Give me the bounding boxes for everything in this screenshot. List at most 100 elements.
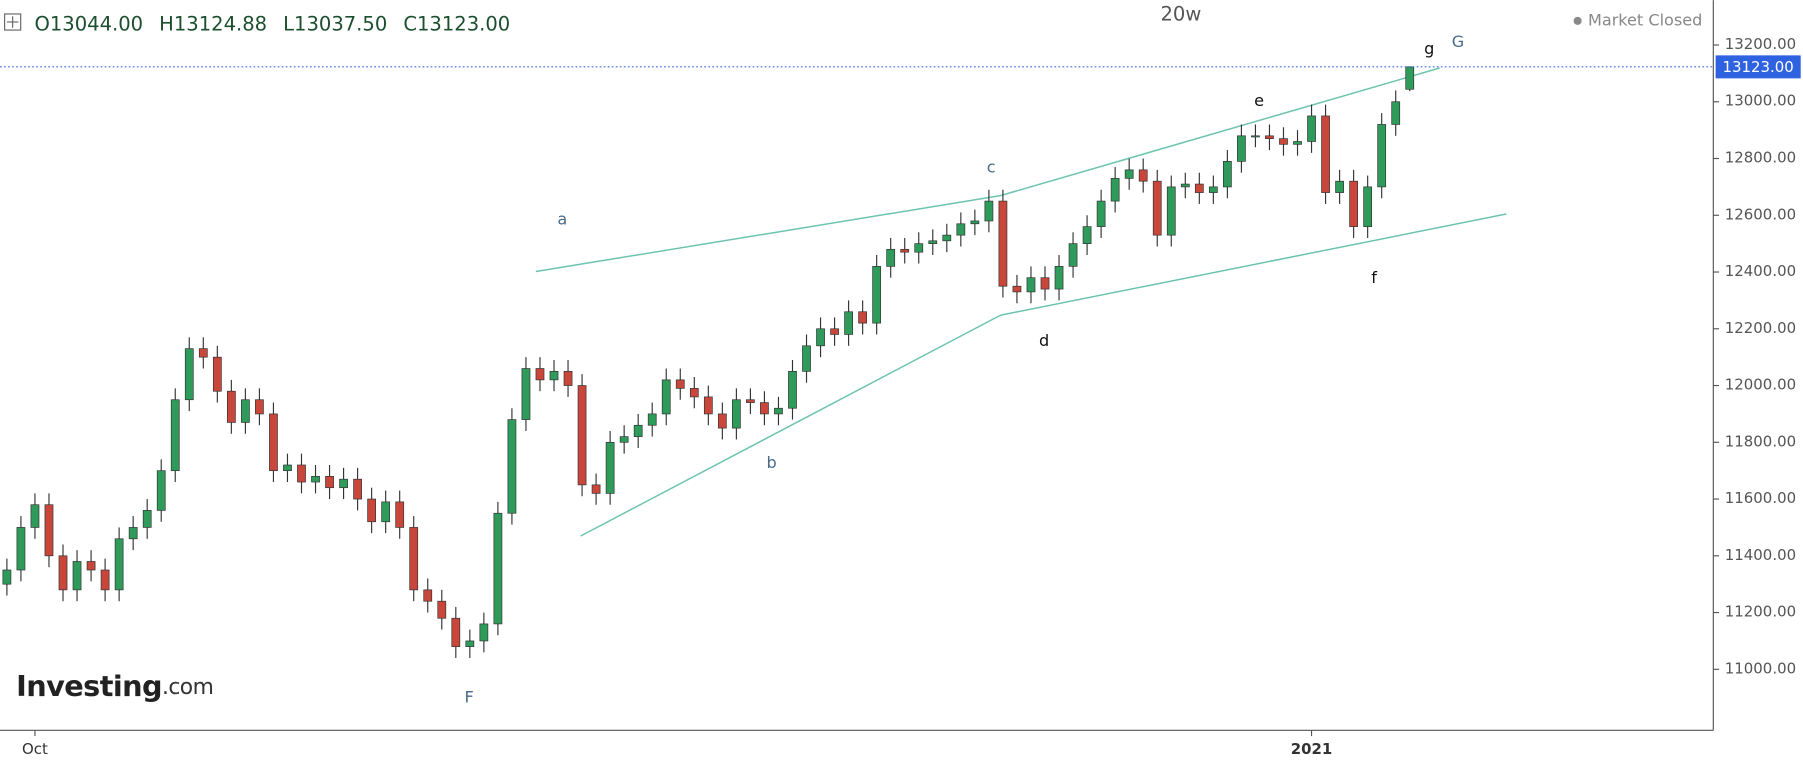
candle-body: [1180, 183, 1190, 188]
logo-name-text: Investing: [16, 669, 162, 703]
current-price-tag: [1715, 55, 1801, 79]
candle-body: [942, 234, 952, 242]
current-price-label: 13123.00: [1723, 58, 1794, 76]
candle-body: [30, 504, 40, 528]
candle-body: [1307, 115, 1316, 142]
candle-body: [1349, 180, 1358, 227]
candle-body: [675, 379, 685, 389]
wave-label: f: [1371, 268, 1377, 287]
candle-body: [437, 600, 447, 619]
candle-body: [1026, 277, 1036, 293]
candle-body: [381, 501, 391, 523]
candle-body: [928, 240, 938, 244]
y-tick-label: 12800.00: [1725, 149, 1796, 167]
trend-line: [1000, 67, 1440, 197]
candle-body: [1377, 124, 1387, 188]
candle-body: [114, 538, 124, 591]
candle-body: [198, 348, 208, 358]
candle-body: [1335, 180, 1344, 193]
candle-body: [732, 399, 741, 429]
candle-body: [647, 413, 657, 426]
candle-body: [886, 248, 896, 267]
wave-label: e: [1254, 91, 1264, 110]
y-tick-label: 12400.00: [1725, 262, 1796, 280]
candle-body: [339, 478, 348, 489]
candle-body: [1223, 161, 1232, 188]
y-tick-label: 12200.00: [1725, 319, 1796, 337]
y-tick-label: 11000.00: [1725, 659, 1796, 677]
trend-line: [580, 314, 1001, 537]
candle-body: [269, 413, 278, 472]
candle-body: [1068, 243, 1078, 267]
candle-body: [255, 399, 264, 415]
y-tick-label: 12000.00: [1725, 376, 1796, 394]
candle-body: [1054, 266, 1064, 290]
wave-label: F: [465, 688, 474, 707]
header: O13044.00 H13124.88 L13037.50 C13123.00 20w…: [4, 3, 1702, 35]
y-tick-label: 13200.00: [1725, 35, 1796, 53]
x-tick-label: Oct: [22, 740, 48, 758]
candle-body: [914, 243, 924, 253]
x-tick-label: 2021: [1291, 740, 1333, 758]
candle-body: [984, 200, 994, 222]
candle-body: [1208, 186, 1218, 193]
candle-body: [58, 555, 68, 591]
wave-label: d: [1039, 331, 1049, 350]
candle-body: [395, 501, 405, 528]
candle-body: [1391, 101, 1401, 125]
candle-body: [226, 390, 236, 423]
candle-body: [423, 589, 433, 602]
candle-body: [830, 328, 839, 335]
candle-body: [297, 464, 306, 483]
candle-body: [1237, 135, 1246, 162]
candle-body: [535, 368, 545, 381]
candle-body: [493, 512, 503, 625]
y-tick-label: 12600.00: [1725, 205, 1796, 223]
candle-body: [774, 407, 783, 415]
ohlc-key: H: [159, 12, 174, 35]
candle-body: [563, 371, 573, 386]
candle-body: [1293, 141, 1302, 145]
candle-body: [100, 569, 110, 591]
candle-body: [970, 220, 980, 225]
crosshair-icon[interactable]: [4, 13, 22, 31]
wave-label: g: [1424, 39, 1434, 58]
candle-body: [142, 510, 152, 528]
candle-body: [283, 464, 292, 472]
candle-body: [619, 436, 629, 443]
candle-body: [465, 640, 475, 647]
y-tick-label: 11800.00: [1725, 432, 1796, 450]
candle-body: [1251, 135, 1260, 138]
candle-body: [844, 311, 853, 335]
candle-body: [325, 476, 334, 489]
candle-body: [521, 368, 531, 420]
candle-body: [633, 424, 643, 437]
candle-body: [1096, 200, 1106, 227]
logo-suffix: .com: [162, 675, 213, 700]
y-tick-label: 11600.00: [1725, 489, 1796, 507]
candle-body: [184, 348, 194, 401]
candle-body: [1012, 285, 1022, 293]
candle-body: [353, 478, 362, 500]
y-tick-label: 11200.00: [1725, 603, 1796, 621]
status-dot: [1573, 16, 1582, 25]
candle-body: [858, 311, 868, 324]
candle-body: [156, 470, 166, 511]
ohlc-value: 13124.88: [174, 12, 267, 35]
candle-body: [605, 441, 615, 494]
trend-lines: [535, 67, 1507, 537]
candle-body: [170, 399, 180, 472]
ohlc-key: O: [34, 12, 49, 35]
candle-body: [1363, 186, 1373, 227]
candle-body: [549, 371, 559, 381]
candle-body: [717, 413, 727, 429]
candle-body: [816, 328, 825, 347]
candle-body: [900, 248, 910, 253]
candle-body: [86, 561, 96, 571]
candle-body: [128, 527, 138, 540]
ohlc-value: 13044.00: [50, 12, 143, 35]
candle-body: [2, 569, 12, 585]
candle-body: [72, 561, 82, 591]
candle-body: [998, 200, 1008, 287]
